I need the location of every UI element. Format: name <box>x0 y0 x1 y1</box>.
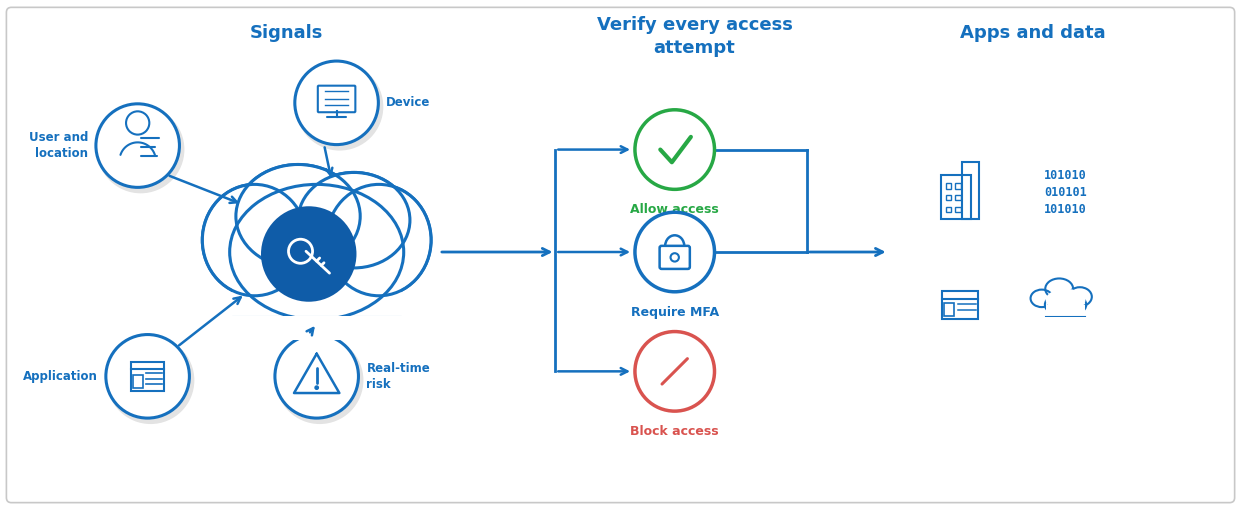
Bar <box>942 291 978 318</box>
Text: Application: Application <box>22 370 97 383</box>
Bar <box>232 252 401 319</box>
Bar <box>232 252 401 319</box>
Bar <box>134 375 142 388</box>
Ellipse shape <box>203 186 306 295</box>
Circle shape <box>106 335 190 418</box>
Ellipse shape <box>328 186 429 295</box>
Bar <box>1043 317 1088 329</box>
Circle shape <box>635 212 715 292</box>
Text: Signals: Signals <box>250 24 323 42</box>
Bar <box>956 207 961 212</box>
Text: Allow access: Allow access <box>630 203 719 216</box>
Text: User and
location: User and location <box>29 131 87 160</box>
Circle shape <box>107 337 195 424</box>
Bar <box>131 362 165 390</box>
Circle shape <box>276 337 363 424</box>
Bar <box>956 195 961 200</box>
Circle shape <box>295 61 378 144</box>
Circle shape <box>97 106 185 193</box>
Bar <box>946 195 951 200</box>
Bar <box>946 207 951 212</box>
Circle shape <box>261 206 357 302</box>
Ellipse shape <box>202 185 307 296</box>
Circle shape <box>314 385 319 390</box>
Ellipse shape <box>236 164 361 268</box>
Circle shape <box>635 332 715 411</box>
Circle shape <box>296 63 383 151</box>
Text: Require MFA: Require MFA <box>630 306 719 319</box>
Text: Real-time
risk: Real-time risk <box>367 362 431 391</box>
Ellipse shape <box>300 174 408 267</box>
Ellipse shape <box>1046 278 1073 299</box>
Ellipse shape <box>1068 287 1092 306</box>
Ellipse shape <box>1046 289 1086 311</box>
Bar <box>1046 305 1086 317</box>
Ellipse shape <box>1045 293 1086 317</box>
Circle shape <box>96 104 180 188</box>
Text: Apps and data: Apps and data <box>960 24 1106 42</box>
Ellipse shape <box>230 185 403 319</box>
Text: Verify every access
attempt: Verify every access attempt <box>597 16 792 57</box>
Text: Device: Device <box>387 96 431 110</box>
Text: Block access: Block access <box>630 425 719 438</box>
Bar <box>227 316 406 340</box>
Bar <box>956 183 961 189</box>
Text: 101010
010101
101010: 101010 010101 101010 <box>1045 169 1087 216</box>
Bar <box>1045 306 1086 317</box>
Circle shape <box>635 110 715 189</box>
Ellipse shape <box>237 166 359 267</box>
Bar <box>962 162 980 219</box>
Bar <box>941 175 971 219</box>
Bar <box>945 303 955 316</box>
Ellipse shape <box>1031 289 1053 307</box>
Bar <box>946 183 951 189</box>
Ellipse shape <box>298 172 409 268</box>
Ellipse shape <box>231 186 402 318</box>
Ellipse shape <box>327 185 431 296</box>
Circle shape <box>275 335 358 418</box>
